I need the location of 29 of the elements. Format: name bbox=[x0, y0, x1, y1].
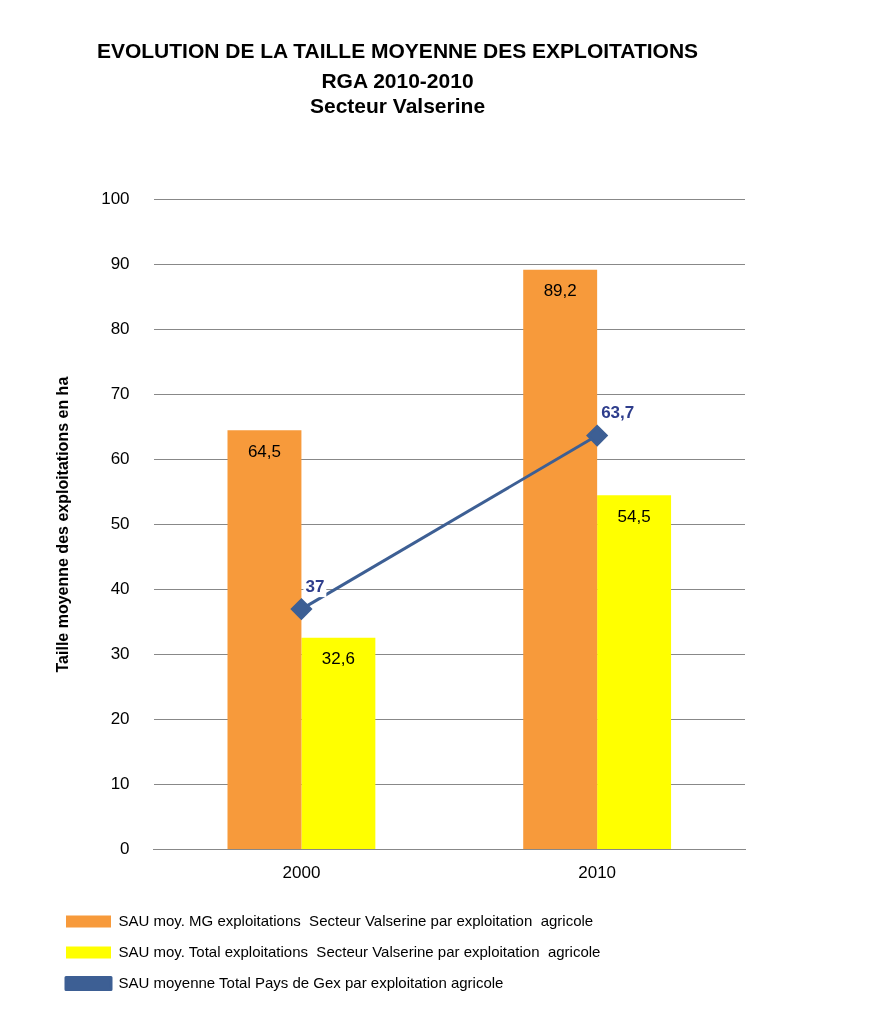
y-tick-label: 50 bbox=[110, 514, 130, 534]
bar bbox=[227, 430, 302, 850]
legend-label: SAU moyenne Total Pays de Gex par exploitation agricole bbox=[118, 973, 504, 991]
bar bbox=[523, 269, 598, 850]
y-tick-label: 60 bbox=[110, 449, 130, 469]
y-axis-title: Taille moyenne des exploitations en ha bbox=[54, 376, 72, 673]
chart-subtitle: RGA 2010-2010 Secteur Valserine bbox=[309, 68, 486, 117]
y-tick-label: 70 bbox=[110, 384, 130, 404]
y-tick-label: 40 bbox=[110, 579, 130, 599]
bar bbox=[597, 495, 672, 850]
data-label: 54,5 bbox=[617, 507, 651, 527]
x-tick-label: 2000 bbox=[282, 863, 321, 883]
y-tick-label: 80 bbox=[110, 319, 130, 339]
data-label: 32,6 bbox=[321, 649, 355, 669]
data-label: 37 bbox=[305, 576, 325, 596]
chart-title: EVOLUTION DE LA TAILLE MOYENNE DES EXPLOITATIONS bbox=[96, 39, 699, 63]
data-label: 63,7 bbox=[601, 403, 635, 423]
y-tick-label: 90 bbox=[110, 254, 130, 274]
y-tick-label: 100 bbox=[101, 189, 130, 209]
bar bbox=[301, 637, 376, 850]
y-tick-label: 20 bbox=[110, 709, 130, 729]
y-tick-label: 10 bbox=[110, 774, 130, 794]
data-label: 64,5 bbox=[247, 442, 281, 462]
legend-label: SAU moy. Total exploitations Secteur Valserine par exploitation agricole bbox=[118, 942, 601, 960]
x-tick-label: 2010 bbox=[578, 863, 617, 883]
legend-label: SAU moy. MG exploitations Secteur Valserine par exploitation agricole bbox=[118, 911, 594, 929]
y-tick-label: 0 bbox=[120, 839, 130, 859]
data-label: 89,2 bbox=[543, 281, 577, 301]
y-tick-label: 30 bbox=[110, 644, 130, 664]
